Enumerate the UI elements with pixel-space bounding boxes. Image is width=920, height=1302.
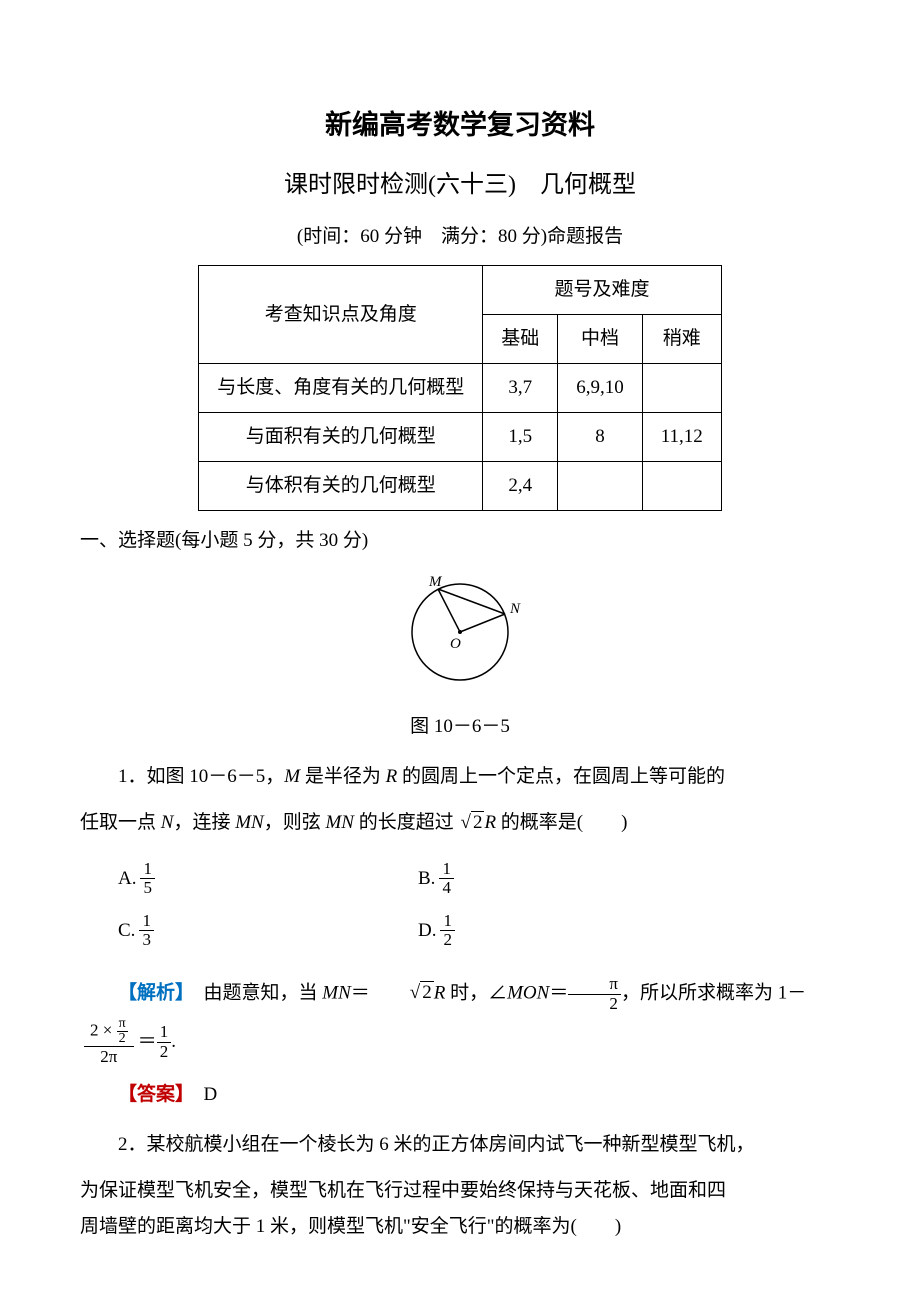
q1-options: A. 15 B. 14 C. 13 D. 12 (118, 853, 840, 957)
figure-circle: M N O (80, 570, 840, 703)
table-col-hard: 稍难 (642, 315, 721, 364)
table-col-basic: 基础 (483, 315, 558, 364)
timing-info: (时间：60 分钟 满分：80 分)命题报告 (80, 219, 840, 255)
option-B: B. 14 (418, 853, 718, 905)
q1-analysis: 【解析】 由题意知，当 MN＝2R 时，∠MON＝π2，所以所求概率为 1－ (80, 975, 840, 1013)
figure-caption: 图 10－6－5 (80, 709, 840, 745)
table-row: 与体积有关的几何概型 2,4 (199, 462, 722, 511)
q2-line3: 周墙壁的距离均大于 1 米，则模型飞机"安全飞行"的概率为( ) (80, 1209, 840, 1245)
q1-answer: 【答案】 D (80, 1077, 840, 1113)
q1-stem-line2: 任取一点 N，连接 MN，则弦 MN 的长度超过 2R 的概率是( ) (80, 805, 840, 841)
option-C: C. 13 (118, 905, 418, 957)
table-header-difficulty: 题号及难度 (483, 265, 722, 314)
topic-table: 考查知识点及角度 题号及难度 基础 中档 稍难 与长度、角度有关的几何概型 3,… (198, 265, 722, 511)
option-D: D. 12 (418, 905, 718, 957)
table-header-topic: 考查知识点及角度 (199, 265, 483, 363)
q2-line1: 2．某校航模小组在一个棱长为 6 米的正方体房间内试飞一种新型模型飞机， (80, 1127, 840, 1163)
option-A: A. 15 (118, 853, 418, 905)
table-col-mid: 中档 (558, 315, 643, 364)
label-O: O (450, 636, 461, 652)
table-row: 与面积有关的几何概型 1,5 8 11,12 (199, 413, 722, 462)
q1-analysis-frac: 2 × π2 2π ＝ 12. (80, 1017, 840, 1067)
sub-title: 课时限时检测(六十三) 几何概型 (80, 163, 840, 209)
q1-stem-line1: 1．如图 10－6－5，M 是半径为 R 的圆周上一个定点，在圆周上等可能的 (80, 759, 840, 795)
label-M: M (428, 574, 443, 590)
main-title: 新编高考数学复习资料 (80, 100, 840, 151)
label-N: N (509, 601, 521, 617)
table-row: 与长度、角度有关的几何概型 3,7 6,9,10 (199, 364, 722, 413)
section-heading: 一、选择题(每小题 5 分，共 30 分) (80, 523, 840, 559)
q2-line2: 为保证模型飞机安全，模型飞机在飞行过程中要始终保持与天花板、地面和四 (80, 1173, 840, 1209)
